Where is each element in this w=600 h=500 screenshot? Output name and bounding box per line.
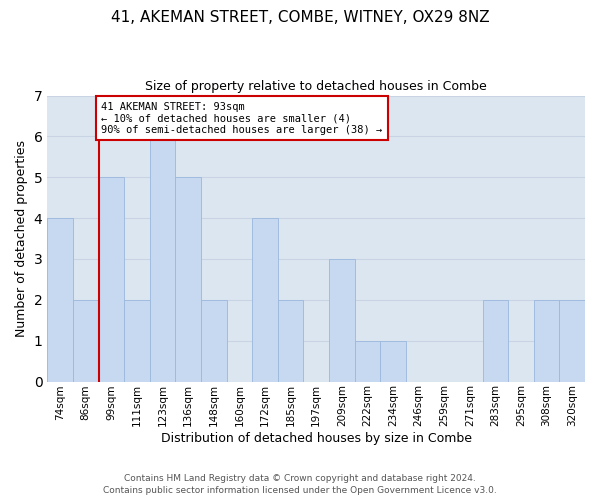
Bar	[124, 300, 150, 382]
Bar	[329, 259, 355, 382]
Y-axis label: Number of detached properties: Number of detached properties	[15, 140, 28, 337]
Bar	[73, 300, 98, 382]
Title: Size of property relative to detached houses in Combe: Size of property relative to detached ho…	[145, 80, 487, 93]
Bar	[252, 218, 278, 382]
Text: 41 AKEMAN STREET: 93sqm
← 10% of detached houses are smaller (4)
90% of semi-det: 41 AKEMAN STREET: 93sqm ← 10% of detache…	[101, 102, 382, 135]
Bar	[559, 300, 585, 382]
Bar	[355, 340, 380, 382]
Text: Contains HM Land Registry data © Crown copyright and database right 2024.
Contai: Contains HM Land Registry data © Crown c…	[103, 474, 497, 495]
Bar	[98, 178, 124, 382]
Bar	[380, 340, 406, 382]
X-axis label: Distribution of detached houses by size in Combe: Distribution of detached houses by size …	[161, 432, 472, 445]
Bar	[201, 300, 227, 382]
Bar	[482, 300, 508, 382]
Bar	[278, 300, 304, 382]
Bar	[47, 218, 73, 382]
Bar	[175, 178, 201, 382]
Bar	[534, 300, 559, 382]
Bar	[150, 136, 175, 382]
Text: 41, AKEMAN STREET, COMBE, WITNEY, OX29 8NZ: 41, AKEMAN STREET, COMBE, WITNEY, OX29 8…	[110, 10, 490, 25]
